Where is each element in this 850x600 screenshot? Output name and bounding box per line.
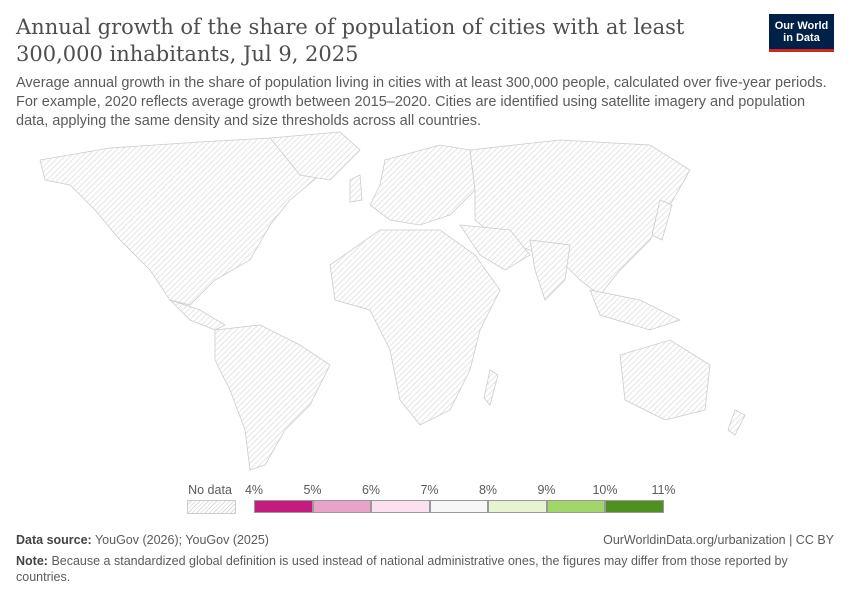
legend-tick-label: 4% [244,483,264,497]
no-data-swatch[interactable] [187,500,236,514]
legend-tick-label: 9% [537,483,556,497]
chart-title: Annual growth of the share of population… [16,15,685,66]
north-america[interactable] [39,137,331,306]
legend-bin[interactable] [429,500,488,513]
new-zealand[interactable] [727,409,746,436]
japan[interactable] [651,199,673,241]
legend-tick-label: 6% [361,483,381,497]
color-legend: No data 4% 5% 6% 7% 8% 9% 10% 11% [0,480,850,520]
owid-logo[interactable]: Our World in Data [769,14,834,52]
greenland[interactable] [269,131,361,181]
africa[interactable] [329,229,501,426]
source-label: Data source: [16,533,92,547]
world-map[interactable] [0,130,850,475]
chart-subtitle: Average annual growth in the share of po… [16,75,827,129]
note-text: Because a standardized global definition… [16,554,788,584]
footer-url[interactable]: OurWorldinData.org/urbanization | CC BY [603,533,834,547]
central-america[interactable] [169,299,226,331]
india[interactable] [529,239,571,301]
data-source: Data source: YouGov (2026); YouGov (2025… [16,532,269,548]
legend-bin[interactable] [546,500,605,513]
europe[interactable] [369,144,476,226]
southeast-asia[interactable] [589,289,682,331]
madagascar[interactable] [483,369,499,406]
legend-tick-label: 7% [420,483,439,497]
uk[interactable] [349,174,363,203]
legend-bin[interactable] [605,500,664,513]
south-america[interactable] [214,324,331,471]
australia[interactable] [619,339,711,421]
no-data-label: No data [188,483,232,497]
legend-tick-label: 11% [651,483,676,497]
legend-bin[interactable] [312,500,371,513]
legend-tick-label: 8% [478,483,498,497]
footer-note: Note: Because a standardized global defi… [16,553,816,585]
source-text[interactable]: YouGov (2026); YouGov (2025) [94,533,269,547]
note-label: Note: [16,554,48,568]
middle-east[interactable] [459,224,531,271]
legend-bin[interactable] [488,500,547,513]
legend-tick-label: 10% [592,483,618,497]
legend-bin[interactable] [371,500,430,513]
legend-tick-label: 5% [303,483,322,497]
legend-bin[interactable] [254,500,313,513]
